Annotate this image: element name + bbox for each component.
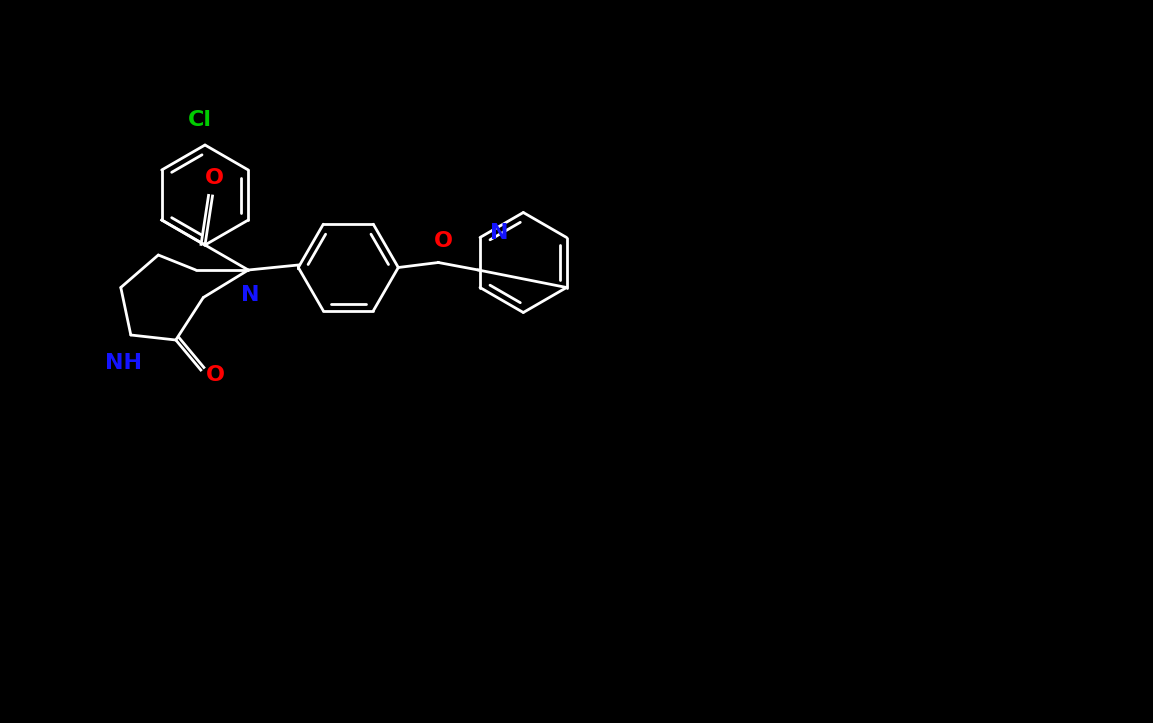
Text: O: O [434,231,453,250]
Text: N: N [241,285,259,305]
Text: O: O [205,168,224,188]
Text: N: N [490,223,508,242]
Text: NH: NH [105,353,142,373]
Text: Cl: Cl [188,110,212,130]
Text: O: O [205,365,225,385]
